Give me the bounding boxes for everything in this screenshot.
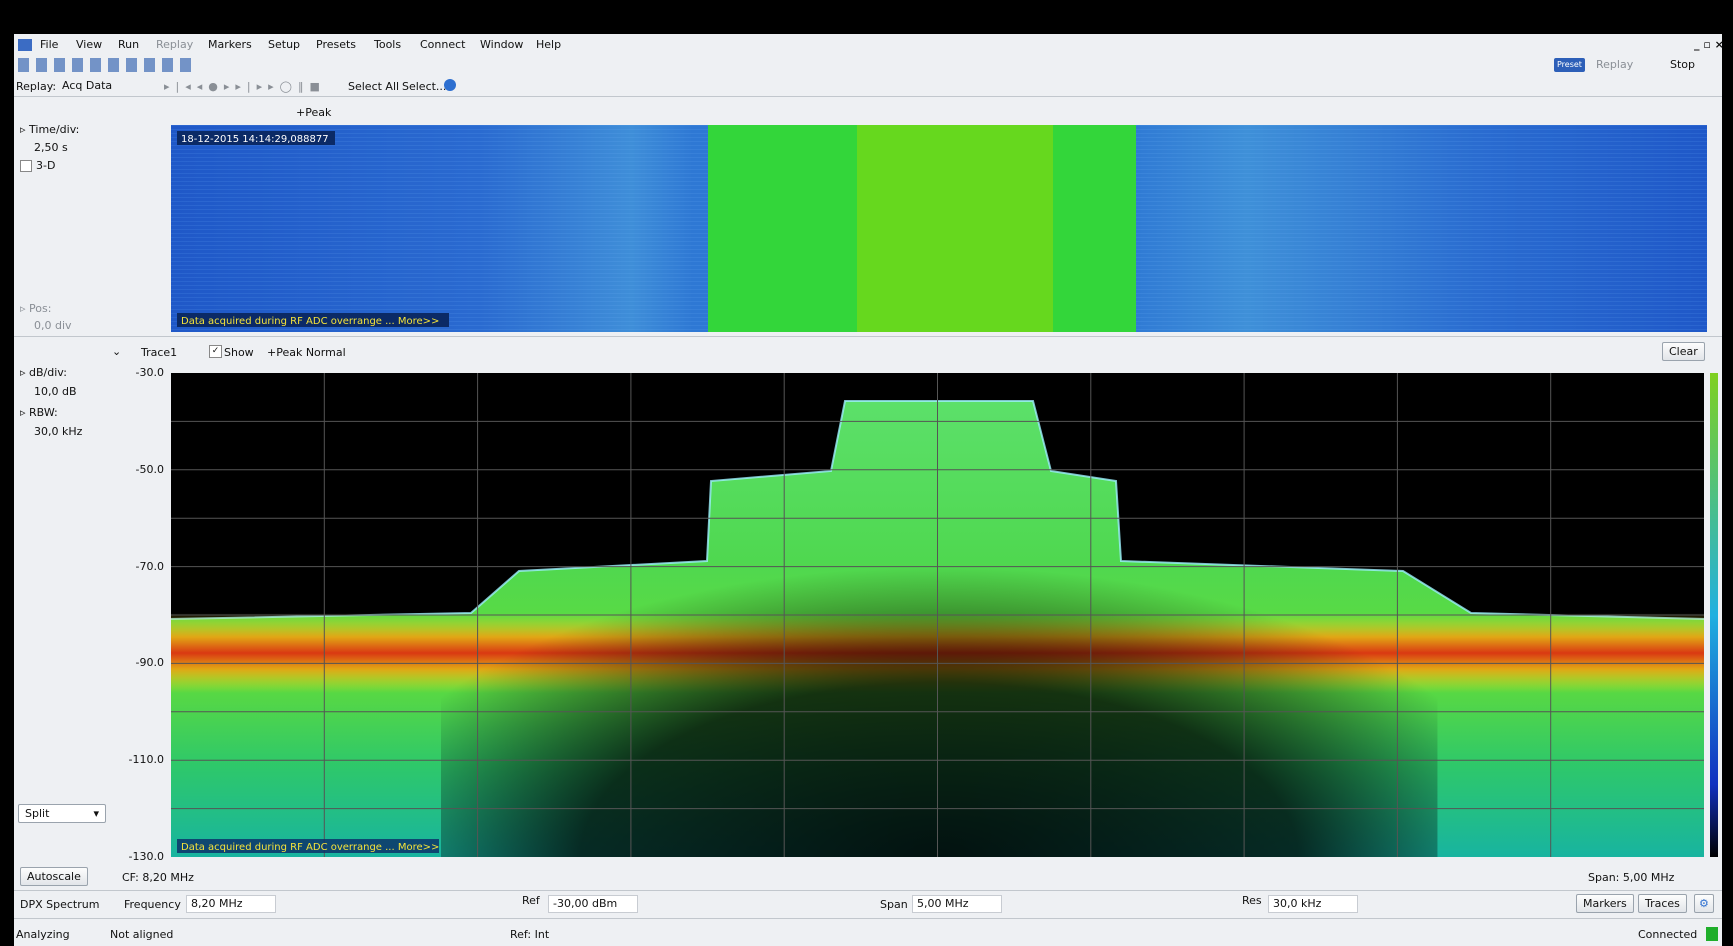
replay-button[interactable]: Replay [1596,58,1634,71]
status-connection: Connected [1638,928,1698,941]
db-div-label: dB/div: [29,366,67,379]
menu-item[interactable]: View [76,38,103,51]
markers-button[interactable]: Markers [1576,894,1634,913]
app-icon [18,39,32,51]
y-axis-label: -50.0 [135,462,164,476]
detection: +Peak Normal [267,346,346,359]
time-div-value: 2,50 s [34,141,68,154]
menu-item[interactable]: Replay [156,38,194,51]
pos-label: Pos: [29,302,52,315]
show-label: Show [224,346,254,359]
menu-item[interactable]: File [40,38,59,51]
autoscale-button[interactable]: Autoscale [20,867,88,886]
rbw-value: 30,0 kHz [34,425,83,438]
traces-button[interactable]: Traces [1638,894,1687,913]
menu-item[interactable]: Tools [374,38,402,51]
menu-item[interactable]: Help [536,38,562,51]
pos-value: 0,0 div [34,319,72,332]
y-axis-label: -70.0 [135,559,164,573]
time-div-label-text: Time/div: [29,123,80,136]
clear-button[interactable]: Clear [1662,342,1705,361]
show-checkbox[interactable]: ✓ [209,345,222,358]
spectrogram: 18-12-2015 14:14:29,088877 Data acquired… [171,125,1707,332]
display-name: DPX Spectrum [20,898,100,911]
rbw-label: RBW: [29,406,58,419]
db-div-value: 10,0 dB [34,385,77,398]
select[interactable]: Select... [402,80,447,93]
preset-button[interactable]: Preset [1554,58,1585,72]
menu-item[interactable]: Run [118,38,140,51]
status-alignment: Not aligned [110,928,174,941]
spectrogram-warning[interactable]: Data acquired during RF ADC overrange ..… [181,316,439,327]
separator [14,918,1722,919]
replay-label: Replay: [16,80,57,93]
y-axis-label: -30.0 [135,366,164,379]
span-field[interactable]: 5,00 MHz [912,895,1002,913]
signal-band-inner [857,125,1053,332]
timestamp-box [177,131,335,145]
res-label: Res [1242,894,1262,907]
status-state: Analyzing [16,928,70,941]
warning-box [177,839,439,853]
menu-item[interactable]: Setup [268,38,301,51]
view-value: Split [25,807,50,820]
frequency-field[interactable]: 8,20 MHz [186,895,276,913]
menu-item[interactable]: Window [480,38,524,51]
separator [14,96,1722,97]
toolbar-icons[interactable] [18,58,198,72]
application-window: File View Run Replay Markers Setup Presets Tool… [14,34,1724,946]
time-div-label: ▹ Time/div: [20,123,80,136]
replay-source[interactable]: Acq Data [62,79,113,92]
color-scale [1710,373,1718,857]
window-controls[interactable]: _ ▫ × [1694,38,1724,51]
y-axis-label: -90.0 [135,656,164,670]
connection-indicator [1706,927,1718,941]
y-axis-label: -130.0 [128,850,164,863]
span-label: Span [880,898,908,911]
view-dropdown[interactable]: Split ▾ [18,804,106,823]
stop-button[interactable]: Stop [1670,58,1696,71]
menu-item[interactable]: Presets [316,38,357,51]
frequency-label: Frequency [124,898,181,911]
three-d-checkbox[interactable] [20,160,32,172]
info-icon[interactable] [444,79,456,91]
replay-controls[interactable]: ▸|◂◂●▸▸|▸▸◯‖■ [164,80,326,93]
settings-button[interactable]: ⚙ [1694,894,1714,913]
grid [171,373,1704,857]
select-all[interactable]: Select All [348,80,400,93]
status-reference: Ref: Int [510,928,550,941]
warning-box [177,313,449,327]
y-axis-label: -110.0 [128,753,164,767]
center-frequency: CF: 8,20 MHz [122,871,194,884]
res-field[interactable]: 30,0 kHz [1268,895,1358,913]
menu-item[interactable]: Connect [420,38,466,51]
separator [14,336,1722,337]
ref-field[interactable]: -30,00 dBm [548,895,638,913]
three-d-label: 3-D [36,159,56,172]
trace-name[interactable]: Trace1 [141,346,178,359]
menu-item[interactable]: Markers [208,38,252,51]
spectrum-warning[interactable]: Data acquired during RF ADC overrange ..… [181,842,439,853]
spectrogram-title: +Peak [296,106,332,119]
separator [14,890,1722,891]
timestamp: 18-12-2015 14:14:29,088877 [181,134,329,145]
span-readout: Span: 5,00 MHz [1588,871,1675,884]
ref-label: Ref [522,894,540,907]
dpx-spectrum: Data acquired during RF ADC overrange ..… [171,373,1718,857]
